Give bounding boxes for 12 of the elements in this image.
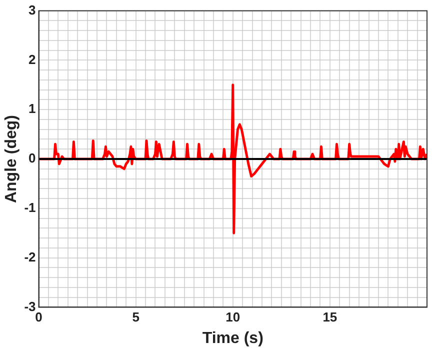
y-tick-label: -3 [24,298,36,314]
y-axis-title: Angle (deg) [3,115,20,203]
x-axis-title: Time (s) [202,330,264,347]
y-tick-label: 2 [28,52,36,67]
y-tick-label: 1 [28,101,36,116]
y-tick-label: 3 [28,2,36,18]
x-tick-label: 5 [132,310,140,325]
y-tick-label: -1 [24,200,36,215]
x-tick-label: 10 [226,310,240,325]
x-tick-label: 15 [322,310,338,325]
y-tick-label: 0 [28,150,36,166]
y-tick-label: -2 [24,249,36,264]
